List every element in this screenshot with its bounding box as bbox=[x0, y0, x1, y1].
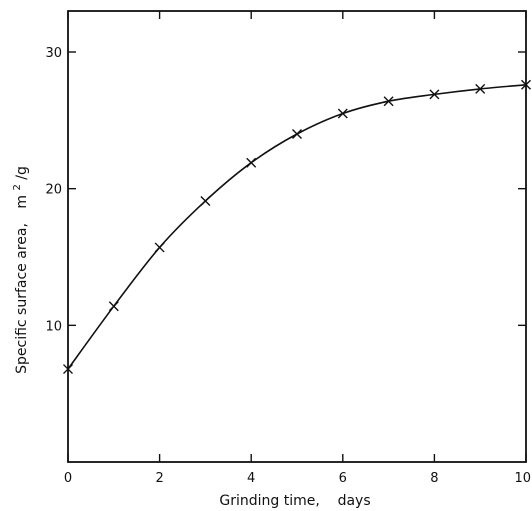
plot-frame bbox=[67, 10, 527, 463]
y-tick-label: 10 bbox=[45, 319, 62, 334]
y-axis-unit-tail: /g bbox=[14, 166, 30, 180]
y-tick-label: 20 bbox=[45, 183, 62, 198]
y-axis-title: Specific surface area, m 2 /g bbox=[8, 166, 30, 374]
data-point-x-marker bbox=[337, 108, 348, 119]
x-axis-ticks: 0 2 4 6 8 10 bbox=[64, 11, 531, 486]
series-line bbox=[67, 84, 527, 370]
y-axis-unit-main: m bbox=[14, 195, 30, 209]
y-tick-label: 30 bbox=[45, 46, 62, 61]
y-axis-unit-superscript: 2 bbox=[12, 184, 23, 190]
y-axis-ticks: 10 20 30 bbox=[45, 46, 526, 334]
data-point-x-marker bbox=[475, 83, 486, 94]
x-tick-label: 10 bbox=[514, 471, 531, 486]
data-point-x-marker bbox=[246, 157, 257, 168]
x-tick-label: 4 bbox=[247, 471, 255, 486]
data-point-x-marker bbox=[63, 364, 73, 375]
plot-border bbox=[67, 10, 527, 463]
data-point-x-marker bbox=[383, 96, 394, 107]
data-point-x-marker bbox=[200, 195, 211, 206]
data-point-x-marker bbox=[292, 129, 302, 139]
series-layer bbox=[63, 79, 531, 375]
x-tick-label: 0 bbox=[64, 471, 72, 486]
x-tick-label: 8 bbox=[430, 471, 438, 486]
x-axis-title: Grinding time, days bbox=[219, 493, 370, 509]
y-axis-title-text: Specific surface area, bbox=[14, 223, 30, 374]
data-point-x-marker bbox=[108, 301, 119, 312]
data-point-x-marker bbox=[154, 242, 165, 253]
data-point-x-marker bbox=[429, 89, 440, 100]
x-tick-label: 6 bbox=[339, 471, 347, 486]
data-point-x-marker bbox=[521, 79, 531, 90]
x-tick-label: 2 bbox=[155, 471, 163, 486]
